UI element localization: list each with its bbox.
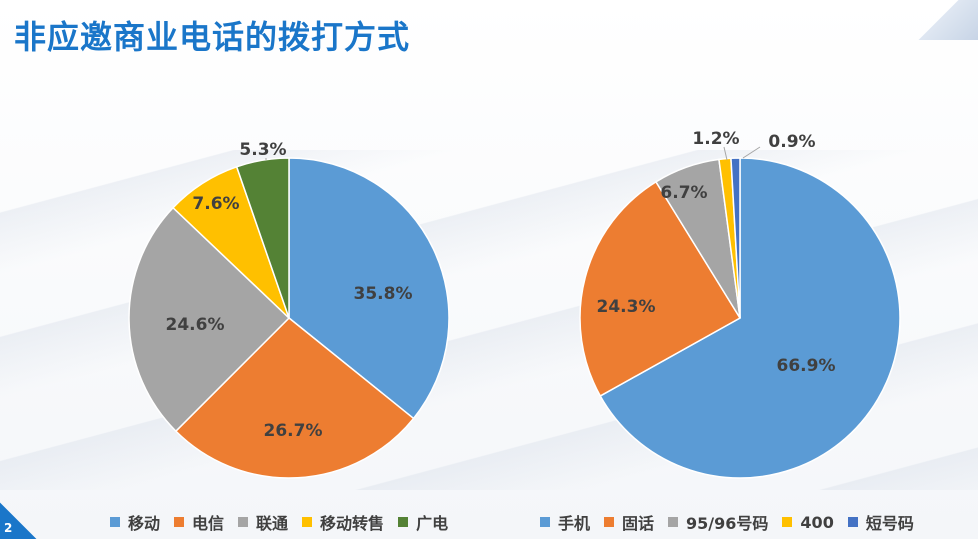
pie2-data-label-4: 1.2%	[692, 129, 739, 149]
legend2-label-5: 短号码	[865, 514, 914, 533]
pie2-leader-4	[723, 146, 728, 161]
pie1-slice-2	[174, 316, 415, 479]
legend1-swatch-5	[398, 517, 409, 527]
pie1-slice-3	[128, 206, 291, 433]
legend2-label-2: 固话	[622, 514, 655, 533]
pie1-data-label-5: 5.3%	[239, 140, 286, 160]
legend2-swatch-1	[540, 517, 550, 527]
legend2-label-4: 400	[800, 512, 834, 532]
legend1-item-1: 移动	[110, 510, 160, 534]
legend1-swatch-2	[174, 517, 185, 527]
legend2-item-1: 手机	[540, 510, 590, 534]
corner-decoration-bottom-left	[0, 499, 40, 539]
legend2-item-4: 400	[782, 512, 834, 532]
legend1-swatch-4	[302, 517, 313, 527]
legend1-label-5: 广电	[416, 514, 449, 533]
pie2-data-label-1: 66.9%	[777, 356, 836, 376]
pie2-slice-2	[579, 180, 742, 397]
pie1-data-label-2: 26.7%	[264, 421, 323, 441]
page-title: 非应邀商业电话的拨打方式	[14, 18, 411, 56]
legend2-swatch-4	[782, 517, 793, 527]
legend-number-types: 手机 固话 95/96号码 400 短号码	[540, 510, 928, 534]
pie1-slice-5	[235, 157, 290, 319]
legend1-label-4: 移动转售	[320, 514, 385, 533]
pie2-data-label-3: 6.7%	[660, 183, 707, 203]
pie1-slice-1	[288, 157, 450, 420]
legend2-item-2: 固话	[604, 510, 654, 534]
legend1-item-5: 广电	[398, 510, 448, 534]
legend1-label-1: 移动	[128, 514, 161, 533]
pie2-data-label-2: 24.3%	[597, 297, 656, 317]
corner-decoration-top-right	[918, 0, 978, 40]
pie1-data-label-4: 7.6%	[192, 194, 239, 214]
legend2-swatch-3	[668, 517, 679, 527]
pie2-slice-5	[730, 157, 741, 319]
legend2-item-5: 短号码	[847, 510, 914, 534]
legend1-swatch-3	[238, 517, 249, 527]
legend2-label-1: 手机	[558, 514, 591, 533]
pie2-leader-5	[742, 146, 761, 159]
pie1-data-label-1: 35.8%	[354, 284, 413, 304]
pie1-data-label-3: 24.6%	[166, 315, 225, 335]
legend2-swatch-5	[847, 517, 858, 527]
pie2-data-label-5: 0.9%	[768, 132, 815, 152]
legend-operators: 移动 电信 联通 移动转售 广电	[110, 510, 462, 534]
legend1-swatch-1	[110, 517, 120, 527]
legend1-item-3: 联通	[238, 510, 288, 534]
legend2-item-3: 95/96号码	[668, 510, 768, 534]
pie2-slice-1	[599, 157, 901, 479]
legend1-item-2: 电信	[174, 510, 224, 534]
legend2-label-3: 95/96号码	[686, 514, 769, 533]
legend2-swatch-2	[604, 517, 615, 527]
legend1-label-3: 联通	[256, 514, 289, 533]
legend1-label-2: 电信	[192, 514, 225, 533]
legend1-item-4: 移动转售	[302, 510, 384, 534]
page-number: 2	[4, 521, 13, 535]
